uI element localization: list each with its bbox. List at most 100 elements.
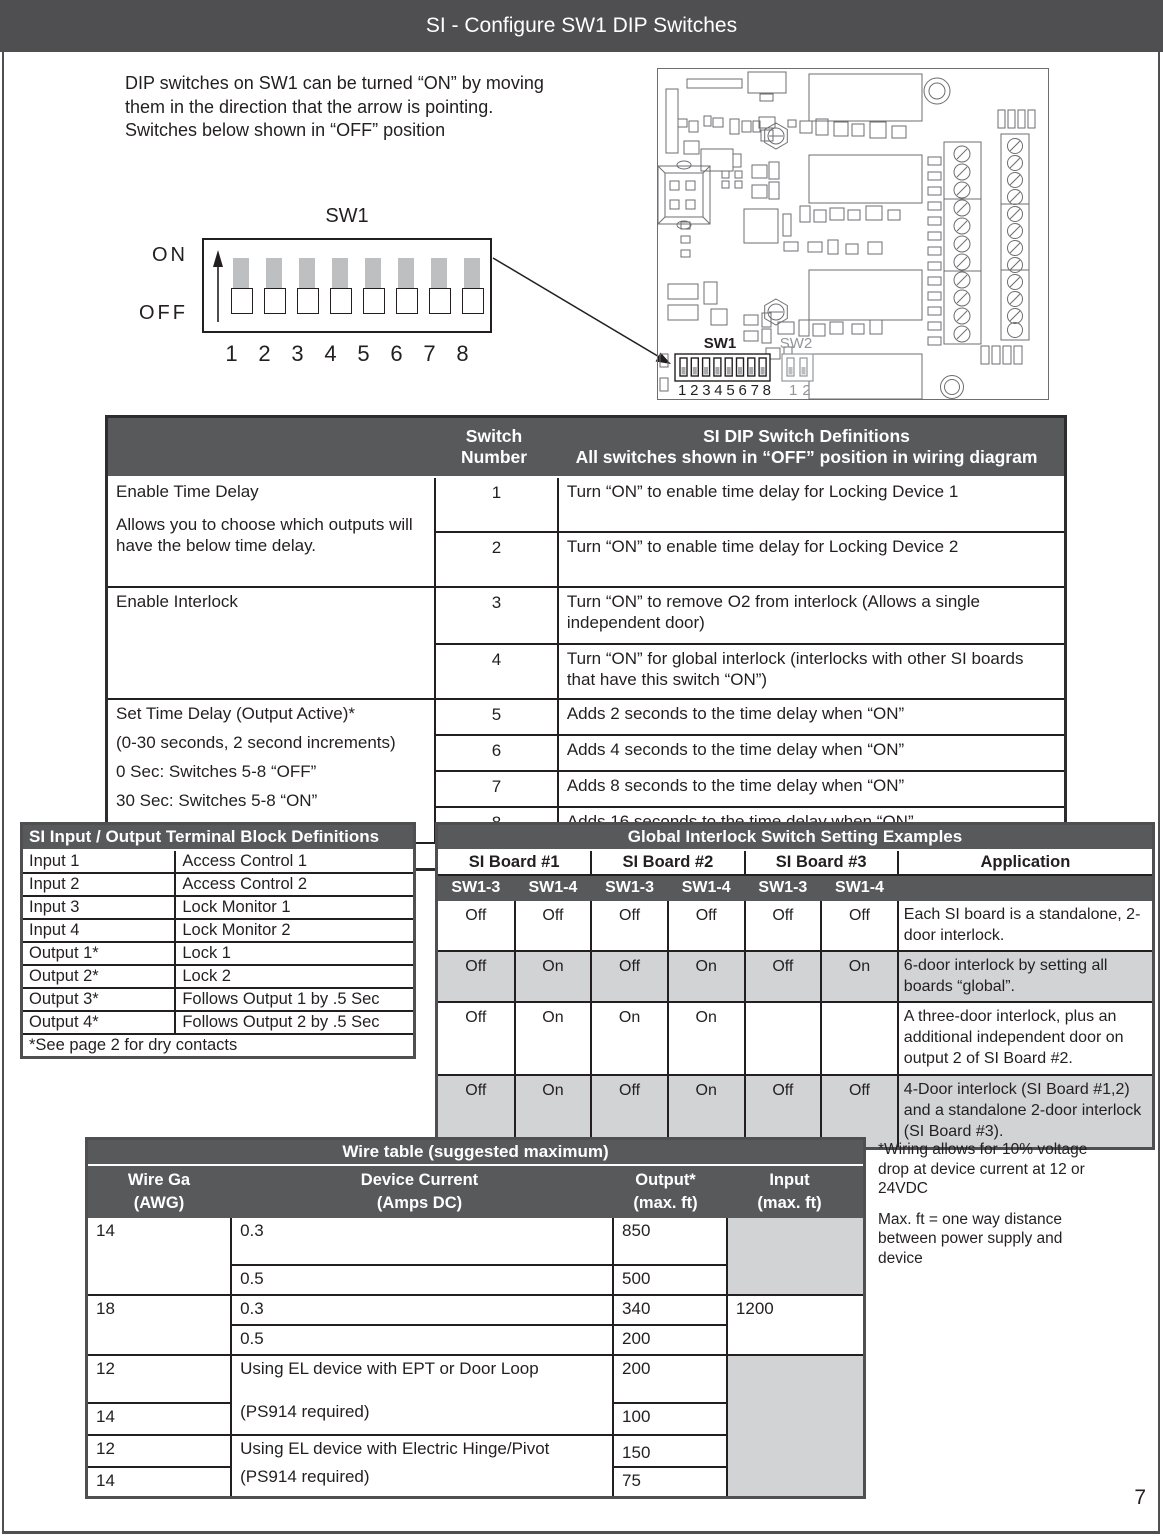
dip-off-label: OFF (139, 302, 188, 324)
dip-switch-handle (431, 258, 447, 289)
dip-diagram-title: SW1 (325, 205, 369, 227)
group-label: Enable Interlock (106, 586, 437, 700)
dip-switch-handle (299, 258, 315, 289)
io-label: Input 2 (21, 872, 177, 897)
wire-ga: 14 (86, 1466, 233, 1497)
intro-line: Switches below shown in “OFF” position (125, 120, 446, 140)
switch-value: Off (590, 1074, 669, 1148)
wire-table-notes: *Wiring allows for 10% voltage drop at d… (878, 1140, 1098, 1279)
device-current: 0.3 (230, 1217, 615, 1266)
application-text: A three-door interlock, plus an addition… (896, 1001, 1154, 1076)
wiring-note: *Wiring allows for 10% voltage drop at d… (878, 1141, 1088, 1197)
table-row: Set Time Delay (Output Active)* (0-30 se… (106, 698, 1066, 844)
device-current: 0.3 (230, 1294, 615, 1326)
switch-header: SW1-4 (666, 874, 746, 901)
table-row: Input 4 Lock Monitor 2 (21, 918, 414, 943)
table-row: 14 100 (86, 1402, 863, 1436)
io-terminal-table: SI Input / Output Terminal Block Definit… (20, 822, 416, 1059)
board-header: SI Board #3 (743, 850, 899, 876)
board-sw2-numbers: 12 (789, 382, 816, 399)
table-footnote: *See page 2 for dry contacts (22, 1033, 414, 1057)
switch-value (820, 1001, 899, 1076)
dip-switch-handle (233, 258, 249, 289)
dip-switch-base (330, 288, 352, 314)
input-ft-empty (725, 1354, 865, 1497)
output-ft: 340 (612, 1294, 728, 1326)
table-row: Output 3* Follows Output 1 by .5 Sec (21, 987, 414, 1012)
table-row: Off Off Off Off Off Off Each SI board is… (437, 899, 1154, 952)
switch-value: Off (666, 899, 746, 952)
input-header: Input (max. ft) (757, 1171, 822, 1212)
switch-number: 4 (434, 643, 559, 700)
device-current: 0.5 (230, 1324, 615, 1356)
table-row: Off On On On A three-door interlock, plu… (437, 1001, 1154, 1076)
table-row: 6 Adds 4 seconds to the time delay when … (108, 734, 1066, 772)
io-label: Output 3* (21, 987, 177, 1012)
wire-table-title: Wire table (suggested maximum) (88, 1140, 863, 1166)
switch-value: Off (820, 899, 899, 952)
dip-number: 3 (291, 341, 304, 366)
switch-definition: Turn “ON” to remove O2 from interlock (A… (556, 586, 1066, 645)
io-label: Input 1 (21, 850, 177, 874)
table-row: 0.5 500 (88, 1264, 863, 1296)
wire-table: Wire table (suggested maximum) Wire Ga (… (85, 1137, 866, 1499)
switch-number: 6 (434, 734, 559, 772)
table-row: Input 2 Access Control 2 (21, 872, 414, 897)
application-text: Each SI board is a standalone, 2-door in… (896, 899, 1154, 952)
switch-value (743, 1001, 823, 1076)
switch-value: On (513, 1074, 593, 1148)
dip-switch-base (462, 288, 484, 314)
output-ft: 200 (612, 1354, 728, 1404)
switch-definition: Turn “ON” to enable time delay for Locki… (556, 477, 1066, 533)
table-row: Enable Time Delay Allows you to choose w… (106, 477, 1066, 588)
board-header: SI Board #2 (590, 850, 746, 876)
table-row: Enable Interlock 3 Turn “ON” to remove O… (106, 586, 1066, 700)
table-row: 18 0.3 340 1200 (86, 1294, 865, 1356)
application-header: Application (896, 850, 1154, 876)
switch-value: On (666, 950, 746, 1003)
device-current: Using EL device with EPT or Door Loop (P… (230, 1354, 615, 1436)
table-row: 7 Adds 8 seconds to the time delay when … (108, 770, 1066, 808)
io-value: Access Control 2 (174, 872, 414, 897)
table-row: 4 Turn “ON” for global interlock (interl… (108, 643, 1066, 700)
board-sw1-numbers: 12345678 (678, 382, 771, 399)
application-text: 4-Door interlock (SI Board #1,2) and a s… (896, 1074, 1154, 1148)
switch-value: Off (743, 1074, 823, 1148)
io-value: Lock Monitor 1 (174, 895, 414, 920)
board-header: SI Board #1 (436, 850, 593, 876)
circuit-board-diagram: SW1 12345678 SW2 12 (657, 68, 1049, 400)
io-label: Input 4 (21, 918, 177, 943)
io-value: Lock Monitor 2 (174, 918, 414, 943)
switch-value: On (820, 950, 899, 1003)
switch-number: 7 (434, 770, 559, 808)
switch-number: 5 (434, 698, 559, 736)
switch-number-header: Switch Number (460, 426, 528, 467)
page-title-bar: SI - Configure SW1 DIP Switches (0, 0, 1163, 52)
switch-value: Off (590, 899, 669, 952)
wire-ga: 12 (86, 1354, 233, 1404)
definitions-header: SI DIP Switch Definitions All switches s… (575, 426, 1038, 467)
dip-switch-base (396, 288, 418, 314)
switch-definition: Adds 8 seconds to the time delay when “O… (556, 770, 1066, 808)
io-label: Input 3 (21, 895, 177, 920)
switch-header: SW1-4 (820, 874, 899, 901)
board-sw1-label: SW1 (704, 335, 737, 352)
table-row: Output 4* Follows Output 2 by .5 Sec (21, 1010, 414, 1035)
device-current: 0.5 (230, 1264, 615, 1296)
io-value: Follows Output 2 by .5 Sec (174, 1010, 414, 1035)
dip-number: 4 (324, 341, 337, 366)
page-number: 7 (1134, 1486, 1146, 1509)
application-text: 6-door interlock by setting all boards “… (896, 950, 1154, 1003)
switch-value: Off (437, 1001, 516, 1076)
switch-definition: Adds 2 seconds to the time delay when “O… (556, 698, 1066, 736)
table-row: 12 Using EL device with Electric Hinge/P… (86, 1434, 863, 1497)
io-label: Output 2* (21, 964, 177, 989)
switch-header: SW1-3 (437, 874, 516, 901)
table-row: SW1-3 SW1-4 SW1-3 SW1-4 SW1-3 SW1-4 (437, 874, 1154, 901)
switch-definition: Turn “ON” for global interlock (interloc… (556, 643, 1066, 700)
dip-switch-handle (365, 258, 381, 289)
switch-header: SW1-3 (590, 874, 669, 901)
output-ft: 850 (612, 1217, 728, 1266)
